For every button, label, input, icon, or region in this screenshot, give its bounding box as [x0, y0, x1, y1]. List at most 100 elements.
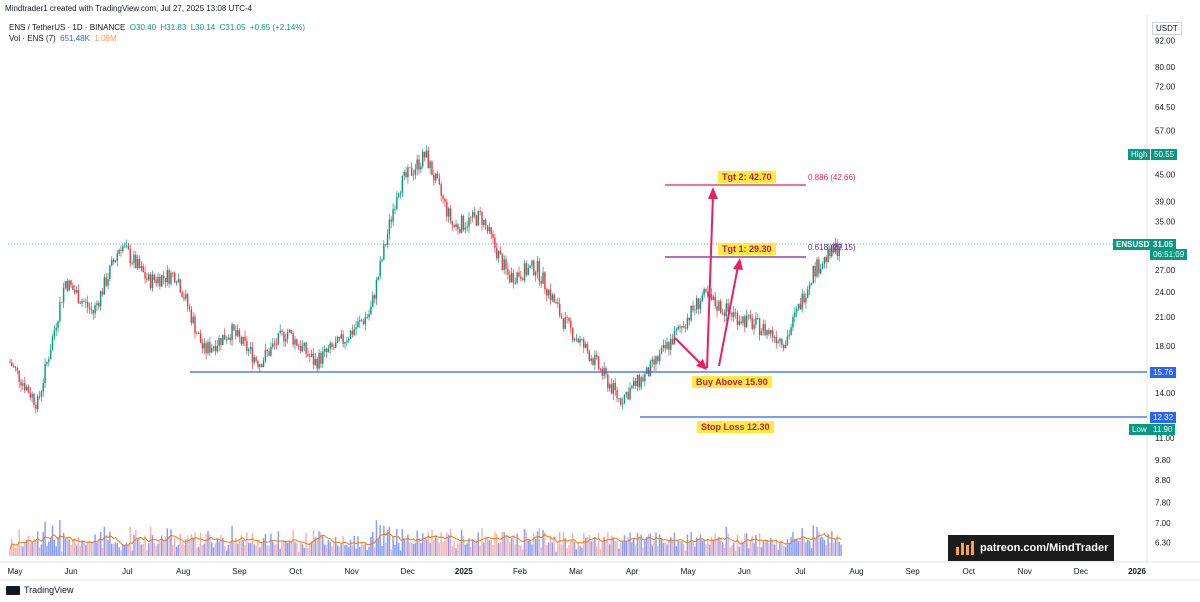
- volume-bar: [471, 539, 474, 556]
- candle-body: [627, 391, 629, 400]
- time-tick-label: Dec: [401, 567, 415, 576]
- symbol-name[interactable]: ENS / TetherUS · 1D · BINANCE: [9, 23, 126, 32]
- volume-bar: [51, 525, 54, 556]
- candle-body: [27, 386, 30, 393]
- candle-body: [468, 217, 470, 227]
- arrowhead-tgt2: [708, 187, 718, 199]
- candle-body: [794, 312, 796, 318]
- candle-body: [788, 334, 790, 337]
- volume-bar: [24, 541, 26, 556]
- volume-bar: [288, 541, 291, 556]
- volume-bar: [181, 542, 183, 556]
- volume-bar: [616, 540, 618, 556]
- volume-bar: [460, 529, 463, 556]
- volume-bar: [836, 535, 839, 556]
- volume-bar: [810, 548, 813, 556]
- candle-body: [597, 356, 600, 369]
- volume-bar: [73, 539, 76, 556]
- candle-body: [266, 349, 268, 352]
- price-tick-label: 39.00: [1155, 197, 1176, 206]
- volume-bar: [757, 546, 759, 556]
- volume-bar: [677, 540, 679, 556]
- volume-bar: [527, 540, 529, 556]
- volume-bar: [618, 548, 620, 556]
- candle-body: [229, 337, 231, 341]
- volume-bar: [214, 543, 217, 556]
- candle-body: [747, 314, 750, 316]
- volume-bar: [440, 531, 442, 556]
- volume-bar: [194, 532, 196, 556]
- volume-bar: [394, 545, 396, 556]
- volume-bar: [481, 528, 483, 556]
- trade-arrows: [674, 187, 743, 370]
- candle-body: [142, 266, 144, 273]
- candle-body: [290, 329, 293, 334]
- candle-body: [571, 327, 574, 341]
- volume-bar: [338, 547, 341, 556]
- volume-bar: [683, 544, 685, 556]
- volume-bar: [444, 540, 446, 556]
- volume-bar: [699, 534, 702, 556]
- candle-body: [431, 161, 433, 176]
- volume-bar: [551, 542, 554, 556]
- volume-bar: [222, 537, 224, 556]
- volume-bar: [59, 520, 61, 556]
- buy-label[interactable]: Buy Above 15.90: [692, 376, 772, 388]
- candle-body: [418, 159, 420, 170]
- candle-body: [11, 362, 13, 367]
- candle-body: [449, 208, 452, 222]
- candle-body: [312, 353, 315, 365]
- candle-body: [88, 307, 91, 309]
- candle-body: [175, 282, 178, 284]
- candle-body: [666, 342, 668, 349]
- candle-body: [459, 229, 461, 233]
- target1-label[interactable]: Tgt 1: 29.30: [718, 243, 776, 255]
- volume-bar: [808, 540, 811, 556]
- volume-label[interactable]: Vol · ENS (7): [9, 34, 56, 43]
- candle-body: [416, 159, 418, 170]
- candle-body: [734, 312, 737, 314]
- volume-bar: [216, 538, 218, 556]
- patreon-text: patreon.com/MindTrader: [980, 542, 1109, 554]
- candle-body: [192, 316, 194, 323]
- currency-label[interactable]: USDT: [1152, 22, 1182, 35]
- volume-bar: [710, 536, 713, 556]
- countdown-badge: 06:51:09: [1150, 249, 1188, 260]
- price-tick-label: 14.00: [1155, 389, 1176, 398]
- low-badge-label: Low: [1129, 424, 1150, 435]
- volume-bar: [172, 544, 174, 556]
- volume-bar: [340, 544, 342, 556]
- high-badge-price: 50.55: [1151, 149, 1178, 160]
- volume-bar: [297, 551, 300, 556]
- candle-body: [94, 305, 96, 314]
- volume-bar: [514, 544, 517, 556]
- stop-loss-label[interactable]: Stop Loss 12.30: [697, 421, 774, 433]
- candle-body: [608, 384, 611, 389]
- candle-body: [758, 318, 761, 336]
- tradingview-logo[interactable]: TradingView: [6, 585, 74, 595]
- candle-body: [483, 219, 485, 225]
- volume-bar: [207, 531, 209, 556]
- volume-bar: [799, 540, 802, 556]
- target2-label[interactable]: Tgt 2: 42.70: [718, 171, 776, 183]
- volume-bar: [627, 537, 629, 556]
- candle-body: [718, 301, 720, 311]
- volume-bar: [253, 544, 255, 556]
- volume-bar: [692, 540, 694, 556]
- candle-body: [675, 329, 678, 332]
- candle-body: [212, 346, 215, 349]
- volume-bar: [144, 535, 146, 556]
- candle-body: [823, 256, 826, 264]
- volume-bar: [66, 538, 69, 556]
- candle-body: [645, 367, 648, 374]
- candle-body: [170, 272, 172, 284]
- candle-body: [455, 224, 457, 227]
- candle-body: [749, 314, 752, 319]
- candle-body: [527, 268, 529, 275]
- patreon-watermark[interactable]: patreon.com/MindTrader: [948, 535, 1114, 561]
- volume-bar: [177, 545, 180, 556]
- candle-body: [253, 357, 255, 363]
- volume-bar: [479, 545, 481, 556]
- candle-body: [136, 258, 139, 268]
